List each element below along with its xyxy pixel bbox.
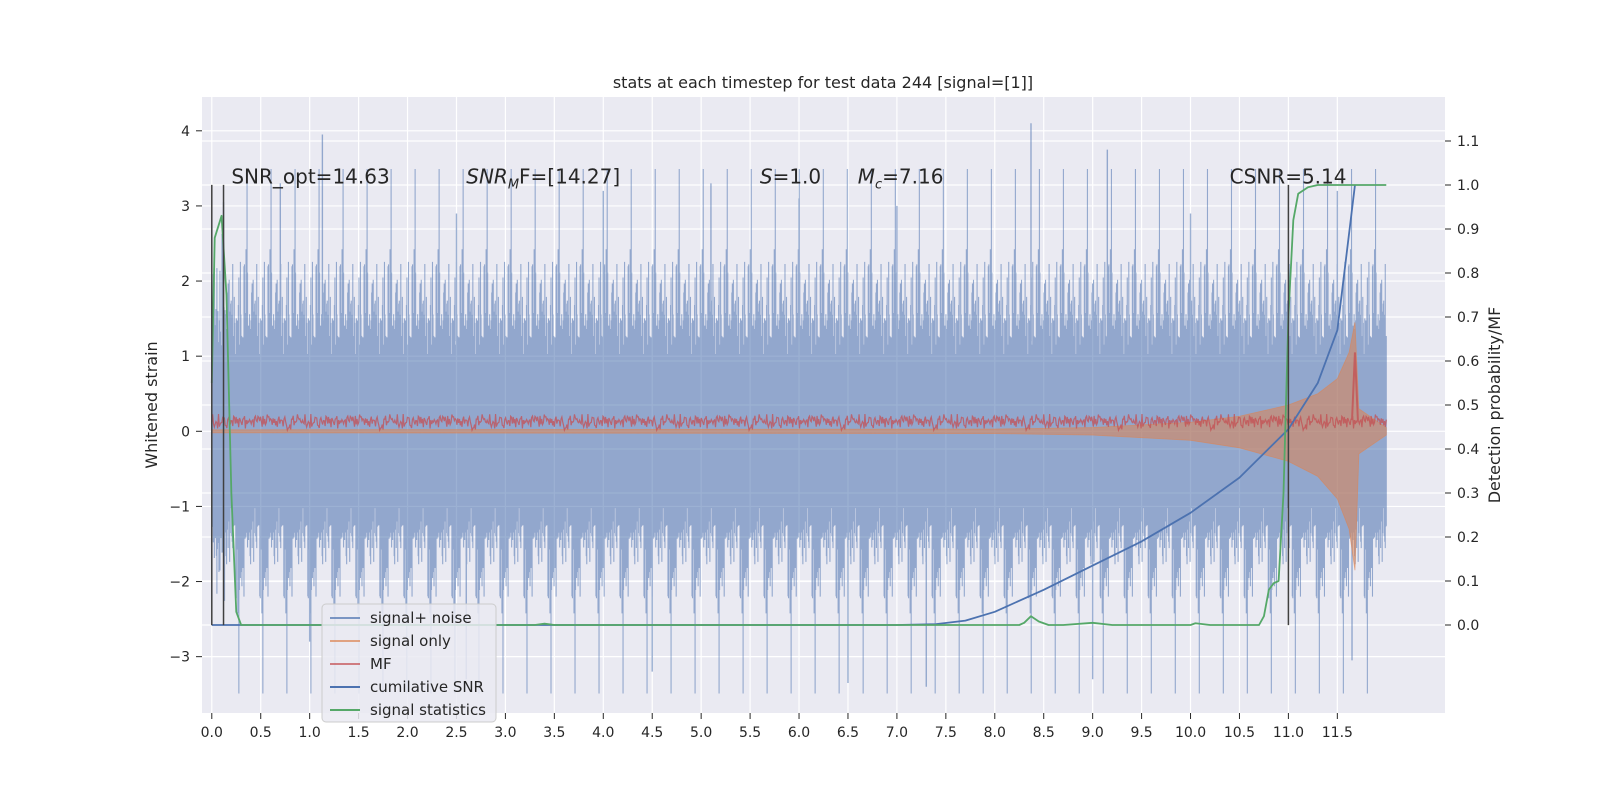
y-tick-label-right: 0.0 [1457,618,1479,634]
annotation-subscript: M [508,177,519,192]
y-tick-label-left: −3 [169,650,190,666]
y-tick-label-right: 0.2 [1457,530,1479,546]
x-tick-label: 2.0 [396,725,418,741]
x-tick-label: 5.0 [690,725,712,741]
legend-label: MF [370,655,392,673]
x-tick-label: 0.5 [250,725,272,741]
series-signal-only [211,322,1387,571]
y-tick-label-right: 0.3 [1457,486,1479,502]
legend-label: signal statistics [370,701,486,719]
y-tick-label-right: 0.7 [1457,310,1479,326]
annotation-tail: =1.0 [773,164,822,188]
x-tick-label: 10.5 [1224,725,1255,741]
annotations: SNR_opt=14.63 SNRMF=[14.27] S=1.0 Mc=7.16 CS… [231,164,1346,192]
legend-label: signal only [370,632,451,650]
x-tick-label: 10.0 [1175,725,1206,741]
x-tick-label: 8.5 [1033,725,1055,741]
x-tick-label: 1.0 [299,725,321,741]
x-tick-label: 0.0 [201,725,223,741]
y-tick-label-left: 2 [181,274,190,290]
y-tick-label-left: −2 [169,575,190,591]
annotation-text: Mc=7.16 [858,164,944,192]
annotation-text: SNR_opt=14.63 [231,164,389,188]
y-tick-label-right: 1.0 [1457,178,1479,194]
y-tick-label-left: 4 [181,124,190,140]
x-tick-label: 7.0 [886,725,908,741]
legend-label: signal+ noise [370,609,472,627]
y-tick-label-right: 0.6 [1457,354,1479,370]
annotation-tail: F=[14.27] [519,164,620,188]
y-tick-label-right: 0.8 [1457,266,1479,282]
legend-box [321,603,497,723]
annotation-head: S [760,164,773,188]
annotation-head: SNR_opt=14.63 [231,164,389,188]
y-axis-label-left: Whitened strain [142,341,161,468]
x-tick-label: 11.5 [1322,725,1353,741]
y-axis-label-right: Detection probability/MF [1485,307,1504,504]
y-tick-label-right: 1.1 [1457,134,1479,150]
vertical-markers [211,184,1290,626]
annotation-subscript: c [875,177,882,192]
x-tick-label: 9.5 [1130,725,1152,741]
x-tick-label: 6.0 [788,725,810,741]
x-tick-label: 5.5 [739,725,761,741]
legend: signal+ noise signal only MF cumilative SNR… [321,603,497,723]
x-tick-label: 3.5 [543,725,565,741]
mf-spike [1351,352,1359,421]
series-mf [211,352,1387,433]
annotation-text: CSNR=5.14 [1230,164,1347,188]
data-layer [210,123,1387,694]
annotation-text: SNRMF=[14.27] [466,164,620,192]
x-tick-label: 9.0 [1082,725,1104,741]
annotation-head: SNR [466,164,508,188]
x-tick-label: 3.0 [494,725,516,741]
x-tick-label: 8.0 [984,725,1006,741]
x-tick-label: 11.0 [1273,725,1304,741]
x-tick-label: 2.5 [445,725,467,741]
annotation-head: M [858,164,875,188]
series-signal-statistics [210,184,1387,626]
annotation-head: CSNR=5.14 [1230,164,1347,188]
x-tick-label: 1.5 [347,725,369,741]
chart-title: stats at each timestep for test data 244… [613,73,1033,92]
y-tick-label-left: −1 [169,499,190,515]
x-tick-label: 6.5 [837,725,859,741]
x-tick-label: 7.5 [935,725,957,741]
y-tick-label-right: 0.9 [1457,222,1479,238]
y-tick-label-right: 0.5 [1457,398,1479,414]
y-tick-label-right: 0.4 [1457,442,1479,458]
annotation-tail: =7.16 [882,164,943,188]
x-tick-label: 4.5 [641,725,663,741]
legend-label: cumilative SNR [370,678,484,696]
y-tick-label-right: 0.1 [1457,574,1479,590]
annotation-text: S=1.0 [760,164,821,188]
y-tick-label-left: 3 [181,199,190,215]
y-tick-label-left: 1 [181,349,190,365]
axes: 0.0 0.5 1.0 1.5 2.0 2.5 3.0 3.5 4.0 4.5 5.0 5.5 6.0 6… [169,124,1479,741]
y-tick-label-left: 0 [181,424,190,440]
x-tick-label: 4.0 [592,725,614,741]
mf-trace [211,413,1387,433]
